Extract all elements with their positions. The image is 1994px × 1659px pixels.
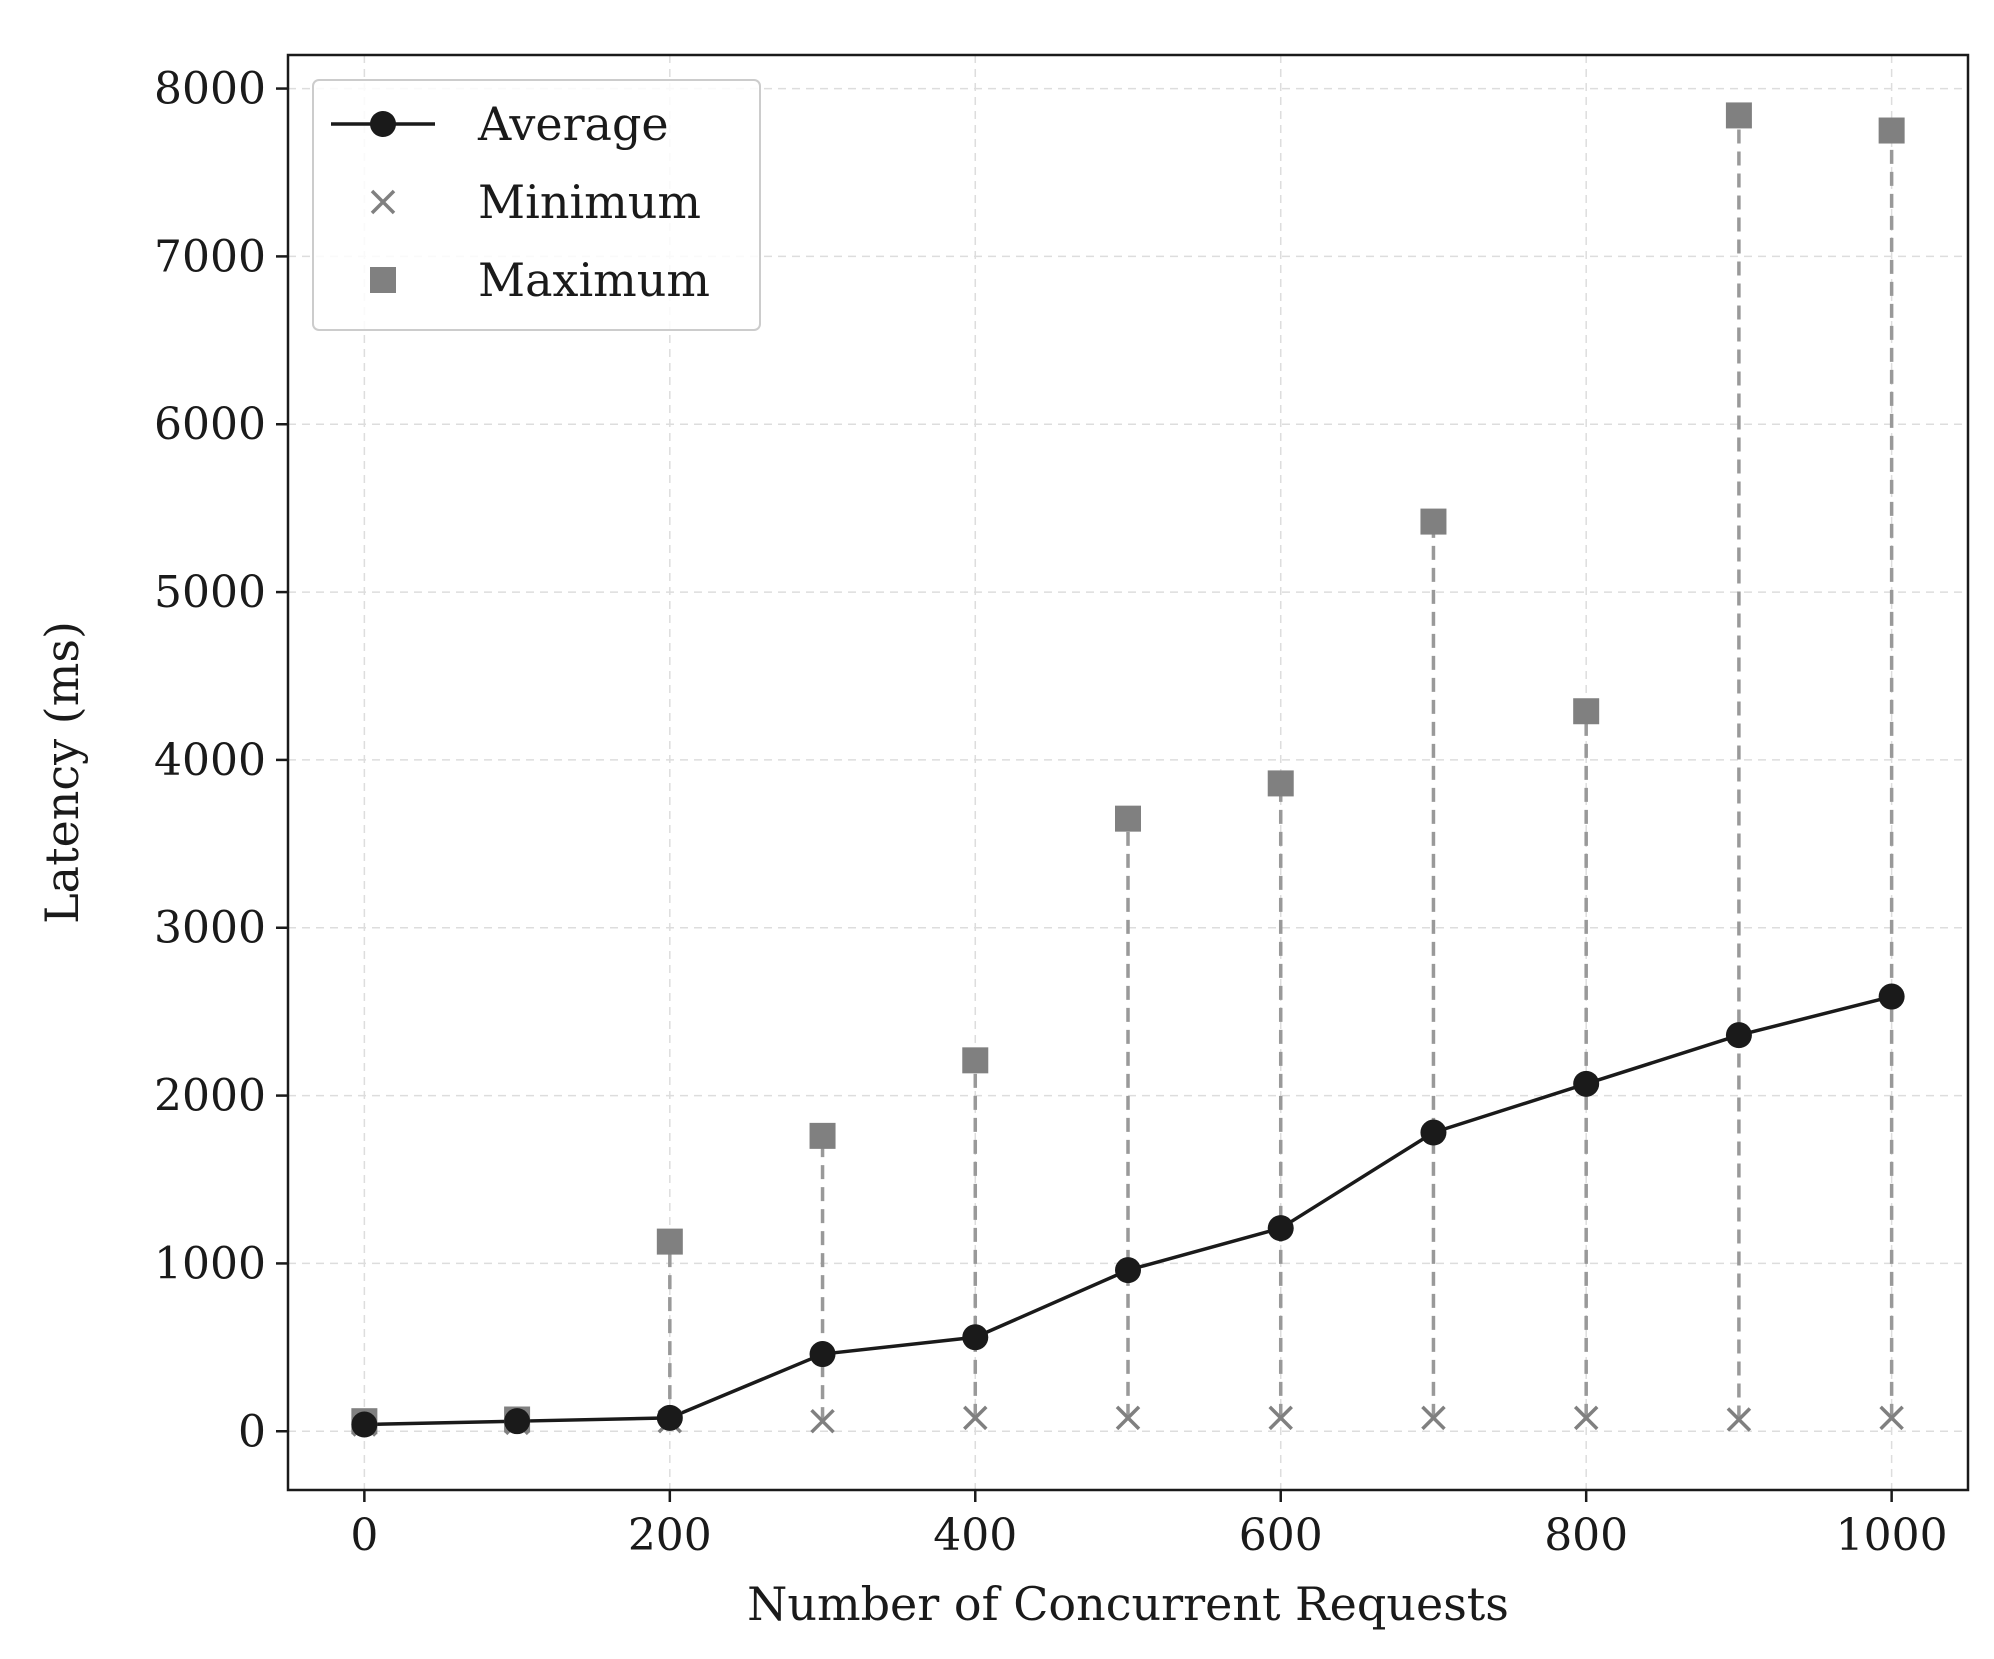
average-point (1878, 983, 1905, 1010)
maximum-point (1115, 805, 1141, 832)
axis-ticks: 0 200 400 600 800 1000 0 1000 2000 3000 4000 5000 60… (154, 64, 1948, 1561)
maximum-point (1573, 698, 1600, 725)
legend-item-minimum: Minimum (370, 175, 701, 229)
x-axis-label: Number of Concurrent Requests (747, 1577, 1509, 1631)
legend-average-marker (370, 111, 396, 137)
maximum-point (962, 1047, 989, 1074)
plot-frame (286, 53, 1970, 1492)
y-tick-label: 1000 (154, 1238, 266, 1289)
average-point (809, 1341, 836, 1368)
average-point (504, 1408, 531, 1435)
minimum-point (1268, 1405, 1293, 1431)
minimum-point (1573, 1405, 1599, 1431)
minimum-point (1726, 1407, 1752, 1432)
legend-maximum-marker (370, 267, 396, 293)
x-tick-label: 200 (628, 1510, 712, 1561)
y-tick-label: 2000 (154, 1071, 266, 1122)
maximum-point (1267, 770, 1294, 797)
legend-minimum-label: Minimum (478, 175, 701, 229)
average-point (1115, 1257, 1141, 1284)
average-point (962, 1324, 989, 1351)
y-axis-label: Latency (ms) (35, 621, 89, 924)
range-lines (362, 115, 1894, 1425)
y-tick-label: 0 (238, 1406, 266, 1457)
minimum-point (1115, 1405, 1141, 1431)
y-tick-label: 3000 (154, 903, 266, 954)
legend-item-maximum: Maximum (370, 253, 710, 307)
y-tick-label: 6000 (154, 399, 266, 450)
legend-minimum-marker (370, 189, 396, 215)
maximum-point (1725, 102, 1752, 129)
y-tick-label: 5000 (154, 567, 266, 618)
y-tick-label: 7000 (154, 231, 266, 282)
y-tick-label: 4000 (154, 735, 266, 786)
x-tick-label: 600 (1239, 1510, 1323, 1561)
legend-box (312, 79, 761, 331)
minimum-point (810, 1408, 835, 1434)
maximum-point (809, 1122, 836, 1149)
legend-maximum-label: Maximum (478, 253, 710, 307)
legend-average-label: Average (477, 97, 669, 151)
x-tick-label: 1000 (1836, 1510, 1948, 1561)
minimum-point (963, 1405, 988, 1431)
minimum-point (1879, 1405, 1904, 1431)
average-point (351, 1411, 378, 1438)
legend: Average Minimum Maximum (312, 79, 761, 331)
average-point (656, 1404, 683, 1431)
average-point (1420, 1119, 1447, 1146)
x-tick-label: 400 (933, 1510, 1017, 1561)
x-tick-label: 0 (350, 1510, 378, 1561)
markers (351, 102, 1905, 1438)
average-point (1725, 1022, 1752, 1049)
maximum-point (1878, 117, 1905, 144)
legend-item-average: Average (331, 97, 669, 151)
y-tick-label: 8000 (154, 64, 266, 115)
average-point (1573, 1070, 1600, 1097)
average-point (1267, 1215, 1294, 1242)
maximum-point (656, 1228, 683, 1255)
x-tick-label: 800 (1544, 1510, 1628, 1561)
minimum-point (1421, 1405, 1446, 1431)
maximum-point (1420, 508, 1447, 535)
